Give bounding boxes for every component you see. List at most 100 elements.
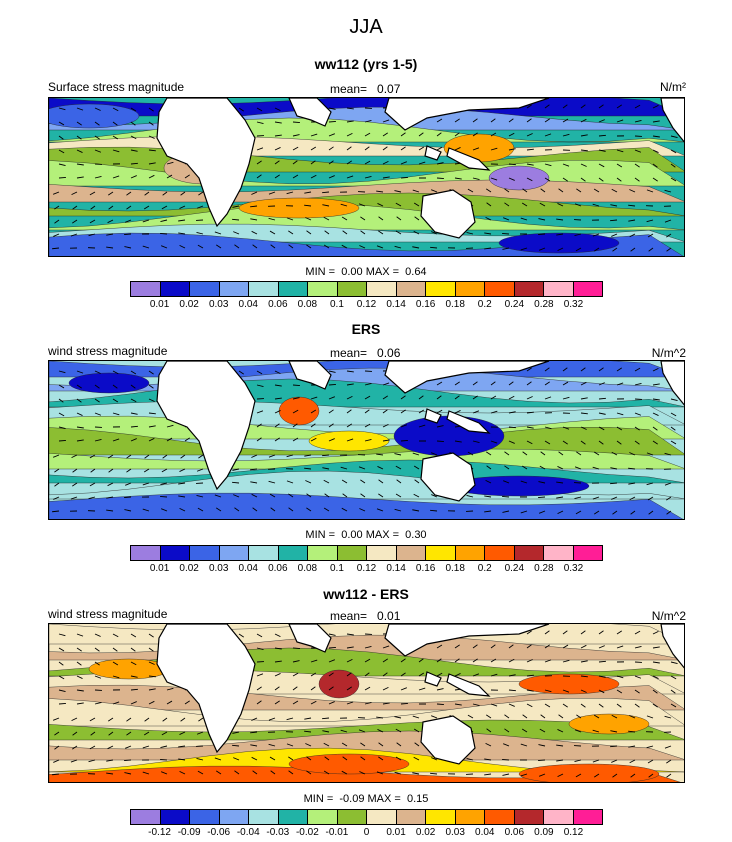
wind-vector [652, 703, 658, 708]
contour-patch [518, 763, 660, 782]
wind-vector [508, 132, 515, 137]
wind-vector [396, 742, 402, 747]
wind-vector [378, 756, 384, 761]
wind-vector [288, 244, 294, 249]
wind-vector [124, 496, 132, 499]
wind-vector [580, 630, 586, 635]
wind-vector [328, 701, 335, 705]
colorbar-swatch [544, 282, 574, 296]
wind-vector [364, 645, 372, 649]
wind-vector [634, 689, 640, 694]
colorbar-tick-label: -0.04 [236, 827, 260, 838]
wind-vector [130, 384, 136, 389]
wind-vector [322, 467, 330, 470]
wind-vector [364, 701, 372, 705]
colorbar-swatch [131, 546, 161, 560]
wind-vector [310, 133, 318, 137]
wind-vector [58, 412, 65, 417]
wind-vector [562, 104, 568, 109]
min-max-readout: MIN = -0.09 MAX = 0.15 [0, 793, 732, 805]
colorbar-tick-label: 0.2 [477, 563, 492, 574]
wind-vector [148, 700, 155, 705]
wind-vector [418, 687, 426, 691]
wind-vector [629, 233, 636, 238]
wind-vector [76, 702, 84, 705]
wind-vector [467, 714, 474, 719]
wind-vector [364, 409, 370, 414]
wind-vector [130, 107, 137, 112]
wind-vector [616, 630, 623, 635]
wind-vector [106, 509, 114, 512]
landmass [288, 624, 332, 653]
wind-vector [413, 230, 420, 235]
wind-vector [148, 370, 154, 375]
wind-vector [526, 367, 532, 372]
wind-vector [94, 633, 101, 637]
wind-vector [413, 465, 420, 470]
wind-vector [274, 134, 282, 137]
wind-vector [130, 135, 137, 140]
wind-vector [112, 107, 119, 112]
wind-vector [256, 410, 264, 414]
wind-vector [76, 439, 84, 442]
wind-vector [251, 717, 258, 721]
wind-vector [436, 146, 443, 151]
wind-vector [126, 454, 132, 459]
wind-vector [148, 412, 156, 415]
wind-vector [454, 703, 462, 706]
panel-variable-label: wind stress magnitude [48, 607, 168, 621]
wind-vector [648, 773, 654, 778]
colorbar-ticks: 0.01 0.02 0.03 0.04 0.06 0.08 0.1 0.12 0.14 0.16 0… [130, 299, 603, 313]
wind-vector [274, 107, 281, 112]
wind-vector [472, 658, 478, 663]
wind-vector [616, 703, 622, 708]
wind-vector [418, 672, 425, 677]
wind-vector [592, 233, 600, 237]
wind-vector [323, 507, 330, 512]
wind-vector [526, 703, 533, 708]
colorbar-tick-label: 0.02 [415, 827, 436, 838]
wind-vector [107, 219, 114, 224]
wind-vector [306, 244, 312, 249]
wind-vector [142, 482, 150, 486]
wind-vector [430, 509, 438, 512]
wind-vector [382, 395, 388, 400]
wind-vector [126, 205, 132, 210]
wind-vector [53, 759, 60, 763]
wind-vector [360, 216, 366, 221]
wind-vector [544, 426, 552, 430]
wind-vector [670, 440, 677, 445]
wind-vector [274, 370, 281, 375]
wind-vector [666, 510, 672, 515]
wind-vector [233, 231, 240, 235]
wind-vector [490, 177, 498, 181]
wind-vector [256, 121, 264, 125]
wind-vector [52, 510, 60, 513]
wind-vector [358, 729, 366, 733]
wind-vector [520, 773, 528, 777]
wind-vector [346, 120, 354, 123]
wind-vector [107, 191, 114, 196]
map-panel-ers [48, 360, 685, 520]
wind-vector [400, 658, 406, 663]
wind-vector [378, 742, 384, 747]
wind-vector [184, 437, 190, 442]
wind-vector [598, 382, 605, 386]
wind-vector [323, 216, 330, 221]
wind-vector [472, 673, 480, 677]
wind-vector [376, 453, 384, 456]
wind-vector [124, 246, 132, 249]
wind-vector [593, 188, 600, 193]
wind-vector [346, 633, 354, 636]
wind-vector [630, 247, 636, 252]
wind-vector [664, 745, 672, 749]
wind-vector [454, 658, 460, 663]
wind-vector [436, 395, 442, 400]
wind-vector [580, 177, 586, 182]
wind-vector [413, 493, 420, 498]
wind-vector [252, 507, 258, 512]
wind-vector [112, 701, 120, 705]
wind-vector [580, 163, 587, 167]
wind-vector [630, 510, 636, 515]
colorbar-swatch [131, 810, 161, 824]
